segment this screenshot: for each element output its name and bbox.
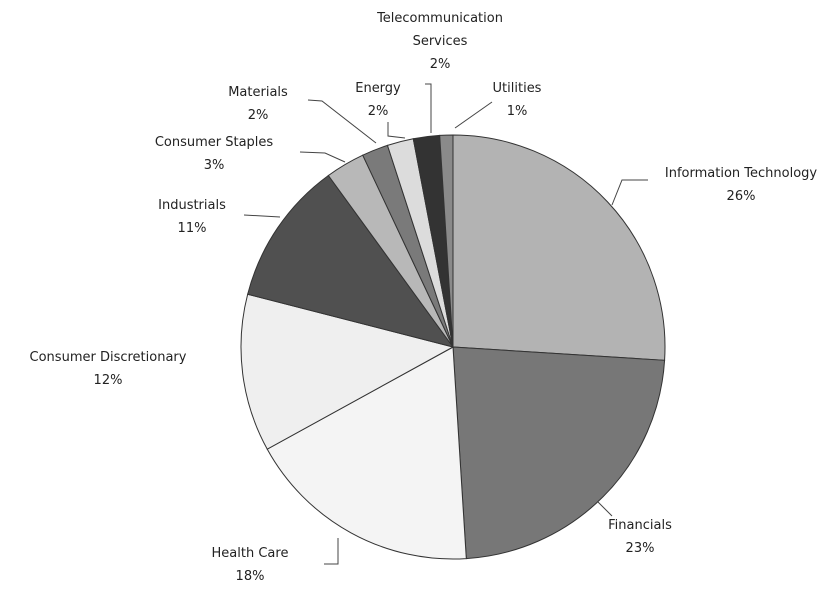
slice-label: Information Technology 26% [641, 162, 838, 208]
category-label: Industrials [158, 198, 226, 213]
leader-line [243, 214, 281, 218]
slice [266, 346, 467, 560]
category-label: Financials [608, 518, 672, 533]
slice-label: Utilities 1% [467, 77, 567, 123]
slice [452, 346, 666, 560]
slice-label: Materials 2% [198, 81, 318, 127]
slice [439, 134, 454, 348]
value-label: 18% [235, 569, 265, 584]
leader-line [597, 501, 613, 517]
category-label: Consumer Staples [154, 135, 274, 150]
value-label: 2% [429, 57, 451, 72]
category-label: Information Technology [664, 166, 818, 181]
value-label: 1% [506, 104, 528, 119]
category-label: Consumer Discretionary [29, 350, 187, 365]
leader-line [454, 101, 493, 129]
slices [240, 134, 666, 560]
slice-label: Consumer Discretionary 12% [0, 346, 218, 392]
category-label: Telecommunication Services [377, 11, 503, 49]
slice-label: Consumer Staples 3% [134, 131, 294, 177]
leader-line [307, 99, 377, 144]
category-label: Utilities [492, 81, 542, 96]
category-label: Health Care [211, 546, 289, 561]
slice-label: Telecommunication Services 2% [365, 7, 515, 76]
leader-lines [243, 83, 648, 565]
category-label: Materials [228, 85, 288, 100]
leader-line [324, 538, 339, 565]
leader-line [387, 122, 406, 139]
value-label: 3% [203, 158, 225, 173]
slice [247, 174, 455, 348]
leader-line [425, 83, 432, 133]
slice-label: Energy 2% [328, 77, 428, 123]
value-label: 2% [367, 104, 389, 119]
slice [452, 134, 666, 361]
slice-label: Industrials 11% [132, 194, 252, 240]
slice-label: Health Care 18% [190, 542, 310, 588]
slice-label: Financials 23% [580, 514, 700, 560]
value-label: 2% [247, 108, 269, 123]
value-label: 12% [93, 373, 123, 388]
slice [240, 293, 455, 450]
value-label: 11% [177, 221, 207, 236]
category-label: Energy [355, 81, 401, 96]
leader-line [611, 179, 648, 206]
leader-line [299, 151, 346, 163]
value-label: 23% [625, 541, 655, 556]
value-label: 26% [726, 189, 756, 204]
